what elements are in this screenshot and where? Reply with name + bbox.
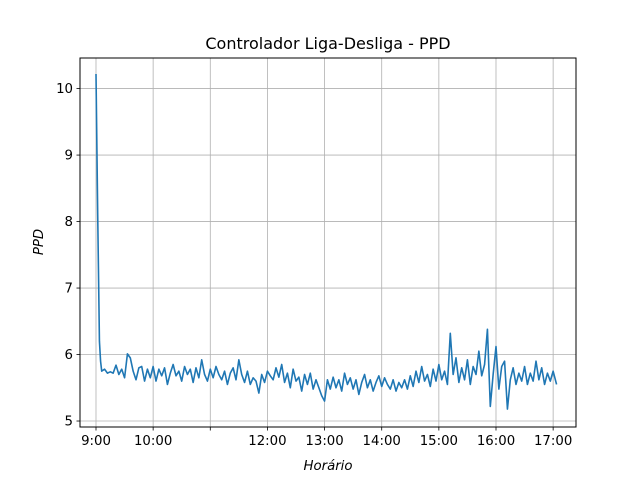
x-tick-label: 14:00 <box>363 434 401 449</box>
y-axis-label: PPD <box>32 229 47 255</box>
x-tick-label: 16:00 <box>477 434 515 449</box>
y-tick-label: 5 <box>65 415 73 430</box>
y-tick-label: 6 <box>65 348 73 363</box>
chart-title: Controlador Liga-Desliga - PPD <box>205 34 450 53</box>
x-axis-label: Horário <box>303 458 352 474</box>
y-tick-label: 8 <box>65 215 73 230</box>
x-tick-label: 10:00 <box>134 434 172 449</box>
ticks: 9:00 10:00 12:00 13:00 14:00 15:00 16:00 17:00 5… <box>56 82 572 449</box>
plot-frame <box>79 57 577 428</box>
x-tick-label: 15:00 <box>420 434 458 449</box>
y-tick-label: 9 <box>65 149 73 164</box>
series-layer <box>95 73 558 410</box>
x-tick-label: 17:00 <box>534 434 572 449</box>
series-line <box>95 73 558 410</box>
x-tick-label: 13:00 <box>305 434 343 449</box>
x-tick-label: 12:00 <box>248 434 286 449</box>
x-tick-label: 9:00 <box>81 434 111 449</box>
y-tick-label: 7 <box>65 282 73 297</box>
grid <box>80 58 576 427</box>
y-tick-label: 10 <box>56 82 73 97</box>
